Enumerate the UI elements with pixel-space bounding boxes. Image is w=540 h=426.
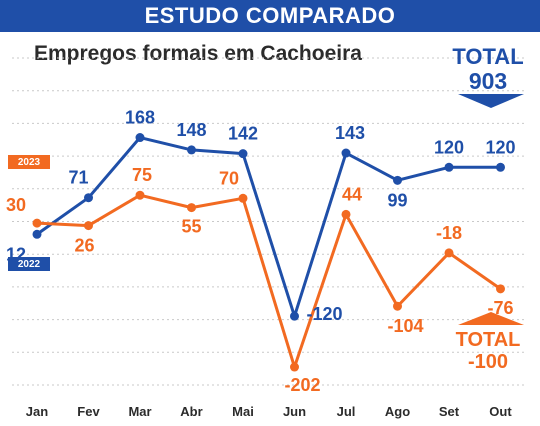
- data-label-2022-Out: 120: [485, 137, 515, 157]
- data-point-2023-Fev: [84, 221, 93, 231]
- legend-2023: 2023: [8, 155, 50, 169]
- data-label-2023-Abr: 55: [181, 217, 201, 237]
- data-point-2023-Out: [496, 284, 505, 294]
- data-point-2022-Fev: [84, 193, 93, 203]
- total-2023-label: TOTAL: [455, 329, 521, 351]
- data-point-2023-Abr: [187, 203, 196, 213]
- data-label-2023-Out: -76: [487, 298, 513, 318]
- data-label-2023-Mai: 70: [219, 168, 239, 188]
- data-point-2022-Mai: [238, 149, 248, 159]
- total-2022-arrow: [458, 94, 524, 108]
- data-label-2023-Set: -18: [436, 223, 462, 243]
- data-label-2022-Jul: 143: [335, 123, 365, 143]
- data-point-2023-Jul: [341, 209, 351, 219]
- x-tick-label: Jun: [283, 404, 306, 419]
- data-label-2023-Fev: 26: [74, 236, 94, 256]
- total-2023: TOTAL -100: [436, 330, 540, 372]
- data-label-2022-Jun: -120: [306, 304, 342, 324]
- x-tick-label: Abr: [180, 404, 202, 419]
- x-tick-label: Jul: [337, 404, 356, 419]
- x-tick-label: Ago: [385, 404, 410, 419]
- total-2023-arrow: [458, 312, 524, 325]
- data-label-2022-Abr: 148: [176, 120, 206, 140]
- data-point-2022-Mar: [135, 133, 145, 143]
- data-point-2022-Jan: [32, 229, 42, 239]
- series-line-2022: [36, 136, 501, 318]
- data-point-2022-Jun: [290, 311, 299, 321]
- data-label-2023-Jan: 30: [6, 195, 26, 215]
- data-label-2022-Ago: 99: [387, 190, 407, 210]
- total-2023-value: -100: [467, 351, 509, 373]
- legend-2022: 2022: [8, 257, 50, 271]
- data-label-2022-Mai: 142: [228, 124, 258, 144]
- data-point-2022-Abr: [187, 145, 196, 155]
- data-point-2023-Mai: [238, 193, 248, 203]
- x-tick-label: Mar: [128, 404, 151, 419]
- data-label-2022-Set: 120: [434, 137, 464, 157]
- data-label-2023-Mar: 75: [132, 165, 152, 185]
- total-2022-value: 903: [468, 68, 508, 94]
- data-point-2022-Ago: [393, 175, 402, 185]
- header-banner: ESTUDO COMPARADO: [0, 0, 540, 32]
- x-tick-label: Set: [439, 404, 460, 419]
- data-point-2022-Set: [444, 162, 454, 172]
- data-point-2023-Jun: [290, 362, 299, 372]
- header-title: ESTUDO COMPARADO: [144, 3, 396, 28]
- x-tick-label: Jan: [26, 404, 48, 419]
- series-layer: [32, 133, 505, 372]
- data-label-2023-Ago: -104: [387, 316, 423, 336]
- data-label-2023-Jul: 44: [342, 184, 362, 204]
- data-label-2022-Fev: 71: [68, 168, 88, 188]
- total-arrows: [458, 94, 524, 325]
- chart-title: Empregos formais em Cachoeira: [34, 42, 362, 65]
- x-axis-labels: Jan Fev Mar Abr Mai Jun Jul Ago Set Out: [26, 404, 513, 419]
- data-point-2023-Jan: [32, 218, 42, 228]
- data-point-2023-Ago: [393, 301, 402, 311]
- total-2022: TOTAL 903: [438, 46, 538, 93]
- x-tick-label: Out: [489, 404, 512, 419]
- data-label-2022-Mar: 168: [125, 108, 155, 128]
- data-point-2022-Out: [496, 162, 505, 172]
- data-label-2023-Jun: -202: [284, 375, 320, 395]
- data-point-2022-Jul: [341, 148, 351, 158]
- data-point-2023-Set: [444, 248, 454, 258]
- data-point-2023-Mar: [135, 190, 145, 200]
- series-line-2023: [36, 193, 502, 369]
- x-tick-label: Mai: [232, 404, 254, 419]
- total-2022-label: TOTAL: [452, 44, 524, 69]
- x-tick-label: Fev: [77, 404, 100, 419]
